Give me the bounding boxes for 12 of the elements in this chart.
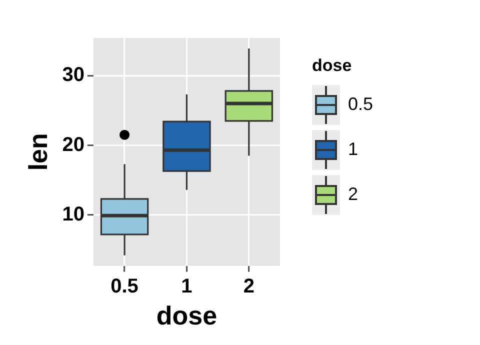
y-tick-label: 20 [62,134,84,156]
y-axis-title: len [22,133,53,171]
y-tick-label: 10 [62,203,84,226]
legend-label: 0.5 [348,94,374,115]
x-axis-title: dose [156,300,218,331]
x-tick-label: 0.5 [110,275,138,298]
legend-label: 2 [348,184,358,205]
x-tick-label: 2 [243,275,254,298]
legend-label: 1 [348,139,358,160]
y-tick-label: 30 [62,64,84,86]
legend-title: dose [312,55,353,77]
x-tick-label: 1 [181,275,192,298]
